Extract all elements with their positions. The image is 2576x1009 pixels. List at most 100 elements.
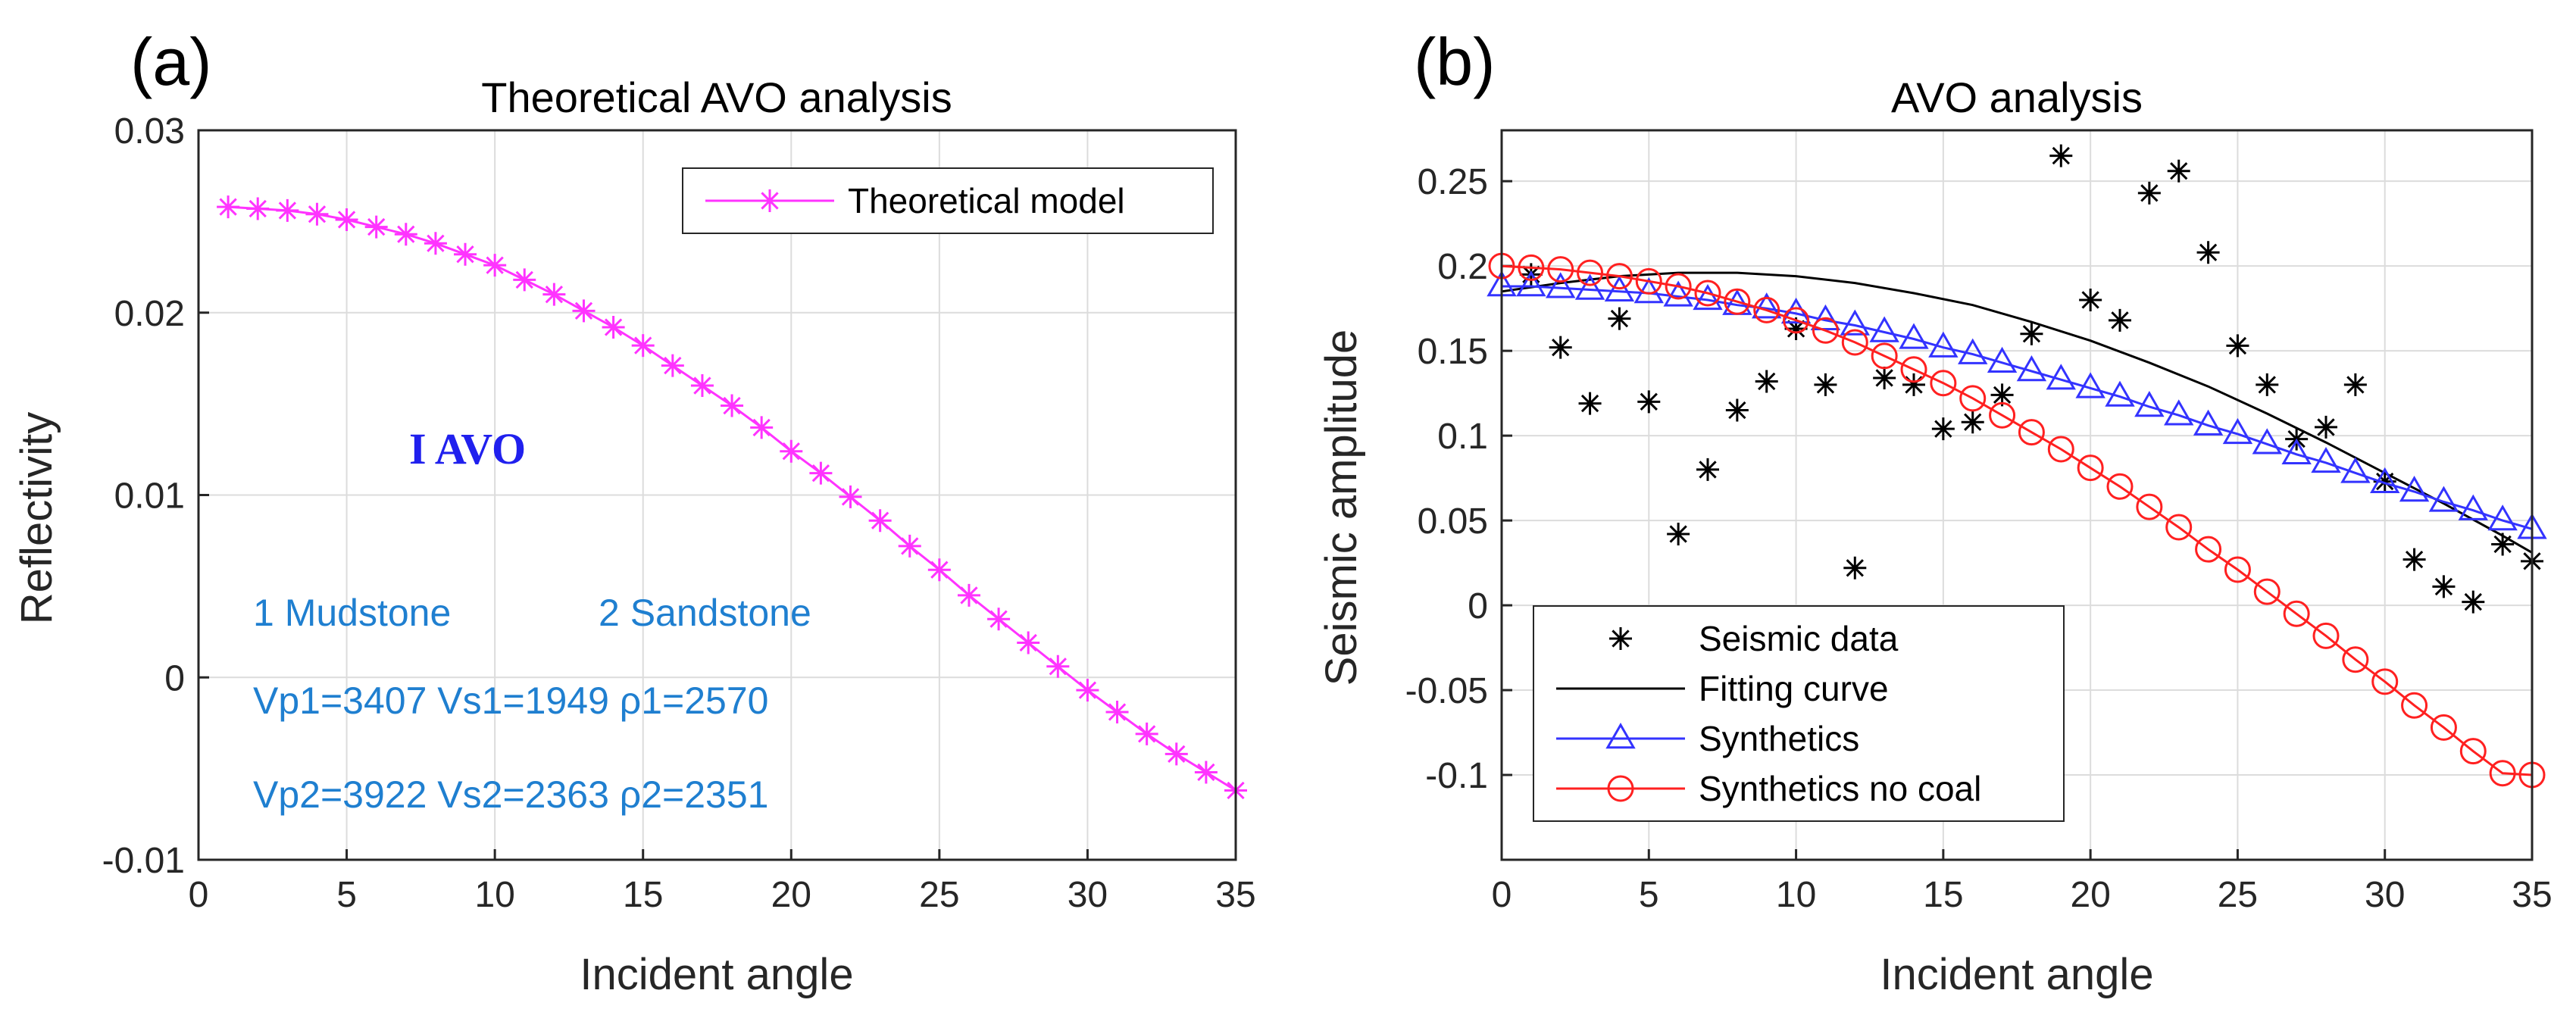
data-point (2401, 692, 2428, 719)
sandstone-annotation: 2 Sandstone (599, 592, 811, 634)
x-tick-label: 25 (919, 875, 959, 915)
data-point (2016, 355, 2047, 382)
data-point (1194, 761, 1218, 784)
mudstone-annotation: 1 Mudstone (253, 592, 451, 634)
chart-b: 0 5 10 15 20 25 30 35 -0.1 -0.05 0 0.05 0.1 0.15 0.2 0.… (1405, 129, 2553, 915)
x-tick-label: 10 (1776, 875, 1816, 915)
data-point (276, 198, 299, 222)
data-point (2049, 144, 2073, 167)
data-point (364, 215, 388, 239)
data-point (2402, 548, 2426, 571)
data-point (2428, 486, 2459, 512)
data-point (1696, 458, 1719, 481)
data-point (750, 416, 774, 439)
x-tick-label: 30 (1068, 875, 1108, 915)
data-point (2224, 556, 2251, 583)
data-point (1076, 679, 1099, 702)
data-point (2281, 438, 2312, 464)
series-line (1501, 264, 2533, 776)
y-tick-label: 0.25 (1418, 162, 1488, 202)
data-point (2462, 590, 2485, 614)
data-point (1843, 556, 1867, 579)
x-tick-label: 25 (2218, 875, 2258, 915)
data-point (1752, 292, 1782, 319)
data-point (1724, 288, 1751, 315)
data-point (2134, 391, 2165, 417)
data-point (2458, 494, 2488, 520)
data-point (2077, 455, 2104, 482)
data-point (1516, 270, 1546, 297)
x-tick-label: 5 (1639, 875, 1659, 915)
data-point (809, 461, 833, 485)
x-tick-label: 20 (771, 875, 811, 915)
data-point (1841, 329, 1868, 356)
data-point (2020, 322, 2043, 345)
chart-b-xlabel: Incident angle (1880, 950, 2153, 999)
data-point (2164, 399, 2194, 426)
data-point (2137, 181, 2161, 205)
data-point (2399, 476, 2430, 502)
data-point (513, 268, 536, 292)
x-tick-label: 10 (474, 875, 514, 915)
data-point (631, 334, 655, 358)
x-tick-label: 0 (189, 875, 209, 915)
y-tick-label: 0.1 (1437, 417, 1488, 457)
data-point (335, 208, 358, 231)
data-point (1518, 254, 1545, 281)
y-tick-label: -0.1 (1425, 756, 1488, 796)
data-point (1693, 283, 1723, 311)
chart-a: 0 5 10 15 20 25 30 35-0.0100.010.020.03Theoreti… (102, 111, 1256, 915)
data-point (1663, 280, 1693, 307)
avo-class-annotation: I AVO (409, 424, 526, 473)
data-point (2312, 622, 2340, 649)
data-point (2432, 575, 2456, 598)
y-tick-label: 0.05 (1418, 501, 1488, 542)
data-point (1755, 370, 1778, 393)
layer1-annotation: Vp1=3407 Vs1=1949 ρ1=2570 (253, 679, 768, 722)
legend-box (1533, 605, 2065, 822)
data-point (2370, 467, 2400, 494)
data-point (721, 394, 744, 417)
data-point (1812, 317, 1839, 344)
data-point (2253, 578, 2281, 605)
legend-entry: Seismic data (1699, 619, 1899, 658)
data-point (1694, 280, 1721, 307)
data-point (1899, 323, 1929, 349)
data-point (2342, 646, 2369, 673)
data-point (1665, 273, 1692, 300)
data-point (1046, 654, 1070, 678)
data-point (1902, 373, 1925, 396)
axes-frame (1500, 129, 2534, 861)
data-point (1990, 383, 2014, 407)
data-point (1637, 390, 1661, 414)
x-tick-label: 35 (2512, 875, 2552, 915)
data-point (1900, 356, 1927, 383)
x-tick-label: 5 (336, 875, 357, 915)
series-fitting-curve (1501, 271, 2533, 554)
data-point (1930, 370, 1957, 397)
data-point (2047, 436, 2074, 463)
data-point (305, 202, 329, 226)
series-line (1501, 271, 2533, 554)
data-point (424, 232, 447, 255)
data-point (1165, 742, 1188, 766)
data-point (2340, 457, 2371, 483)
data-point (1605, 263, 1633, 290)
data-point (1931, 417, 1955, 441)
axes-frame (197, 129, 1237, 861)
data-point (1574, 273, 1605, 300)
data-point (1753, 296, 1780, 323)
x-tick-label: 15 (1923, 875, 1963, 915)
data-point (217, 195, 240, 219)
data-point (1608, 307, 1631, 330)
data-point (2167, 159, 2190, 183)
data-point (2136, 493, 2163, 520)
data-point (2226, 334, 2249, 358)
data-point (2079, 288, 2102, 311)
data-point (2489, 760, 2516, 787)
x-tick-label: 0 (1492, 875, 1512, 915)
data-point (1814, 373, 1837, 396)
data-point (868, 509, 892, 533)
data-point (2222, 417, 2253, 445)
y-tick-label: 0 (1468, 586, 1488, 626)
